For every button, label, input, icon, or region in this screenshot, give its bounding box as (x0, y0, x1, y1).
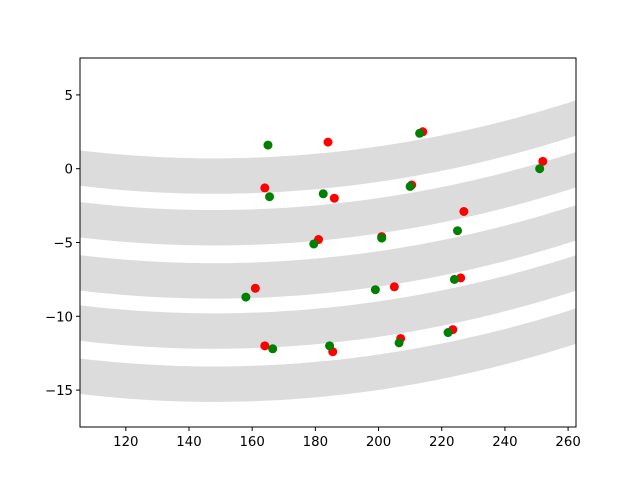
x-tick-label: 180 (303, 435, 328, 450)
point-series1-10 (250, 283, 260, 293)
point-series1-9 (459, 207, 469, 216)
point-series2-11 (370, 285, 380, 295)
point-series2-1 (263, 140, 273, 150)
y-tick-label: −15 (45, 384, 73, 399)
point-series1-11 (389, 282, 399, 292)
point-series2-15 (394, 338, 404, 348)
point-series2-2 (265, 192, 275, 202)
point-series2-6 (535, 164, 545, 174)
shaded-bands (80, 100, 576, 402)
x-tick-label: 160 (239, 435, 264, 450)
point-series2-5 (415, 128, 425, 138)
point-series2-13 (268, 344, 278, 354)
y-axis-ticks: 5 0 −5 −10 −15 (45, 89, 80, 399)
x-tick-label: 140 (176, 435, 201, 450)
band-1 (80, 100, 576, 194)
point-series2-9 (453, 226, 463, 236)
point-series2-4 (405, 181, 415, 191)
y-tick-label: 0 (65, 163, 73, 178)
band-4 (80, 255, 576, 349)
point-series1-6 (538, 156, 548, 166)
band-5 (80, 308, 576, 402)
point-series2-16 (443, 328, 453, 338)
point-series2-7 (309, 239, 319, 249)
y-tick-label: 5 (65, 89, 73, 104)
x-tick-label: 120 (113, 435, 138, 450)
point-series2-14 (325, 341, 335, 351)
point-series1-3 (329, 193, 339, 203)
point-series1-2 (323, 137, 333, 147)
point-series1-1 (260, 183, 270, 193)
band-3 (80, 205, 576, 299)
data-points (241, 127, 548, 357)
x-tick-label: 200 (366, 435, 391, 450)
y-tick-label: −5 (53, 237, 73, 252)
x-tick-label: 240 (492, 435, 517, 450)
point-series1-13 (260, 341, 270, 351)
point-series2-10 (241, 292, 251, 302)
x-tick-label: 260 (555, 435, 580, 450)
band-2 (80, 151, 576, 246)
x-tick-label: 220 (429, 435, 454, 450)
y-tick-label: −10 (45, 310, 73, 325)
point-series2-3 (318, 189, 328, 199)
x-axis-ticks: 120 140 160 180 200 220 240 260 (113, 427, 581, 450)
point-series2-12 (449, 274, 459, 284)
point-series2-8 (377, 233, 387, 243)
